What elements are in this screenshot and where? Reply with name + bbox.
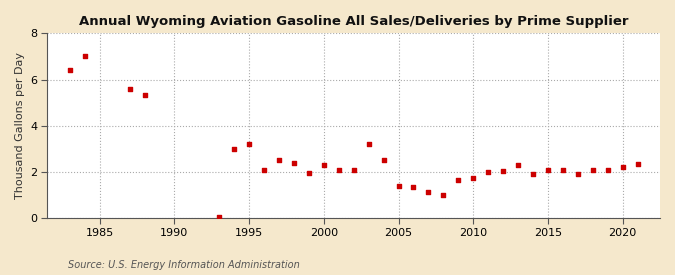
Point bbox=[632, 162, 643, 166]
Point bbox=[438, 193, 449, 197]
Point bbox=[393, 184, 404, 188]
Y-axis label: Thousand Gallons per Day: Thousand Gallons per Day bbox=[15, 52, 25, 199]
Point bbox=[497, 169, 508, 173]
Point bbox=[319, 163, 329, 167]
Point bbox=[558, 167, 568, 172]
Point bbox=[80, 54, 90, 59]
Point bbox=[512, 163, 523, 167]
Point bbox=[214, 215, 225, 219]
Point bbox=[363, 142, 374, 147]
Point bbox=[528, 172, 539, 177]
Point bbox=[543, 167, 554, 172]
Point bbox=[124, 87, 135, 91]
Point bbox=[139, 92, 150, 97]
Point bbox=[288, 161, 299, 165]
Point bbox=[273, 158, 284, 163]
Point bbox=[423, 189, 434, 194]
Point bbox=[64, 68, 75, 73]
Point bbox=[587, 167, 598, 172]
Point bbox=[602, 167, 613, 172]
Point bbox=[453, 178, 464, 182]
Point bbox=[259, 167, 269, 172]
Point bbox=[348, 167, 359, 172]
Point bbox=[244, 142, 254, 147]
Title: Annual Wyoming Aviation Gasoline All Sales/Deliveries by Prime Supplier: Annual Wyoming Aviation Gasoline All Sal… bbox=[79, 15, 628, 28]
Point bbox=[408, 185, 419, 189]
Point bbox=[483, 170, 493, 174]
Text: Source: U.S. Energy Information Administration: Source: U.S. Energy Information Administ… bbox=[68, 260, 299, 270]
Point bbox=[304, 171, 315, 175]
Point bbox=[378, 158, 389, 163]
Point bbox=[572, 172, 583, 177]
Point bbox=[333, 167, 344, 172]
Point bbox=[229, 147, 240, 151]
Point bbox=[468, 176, 479, 180]
Point bbox=[617, 165, 628, 170]
